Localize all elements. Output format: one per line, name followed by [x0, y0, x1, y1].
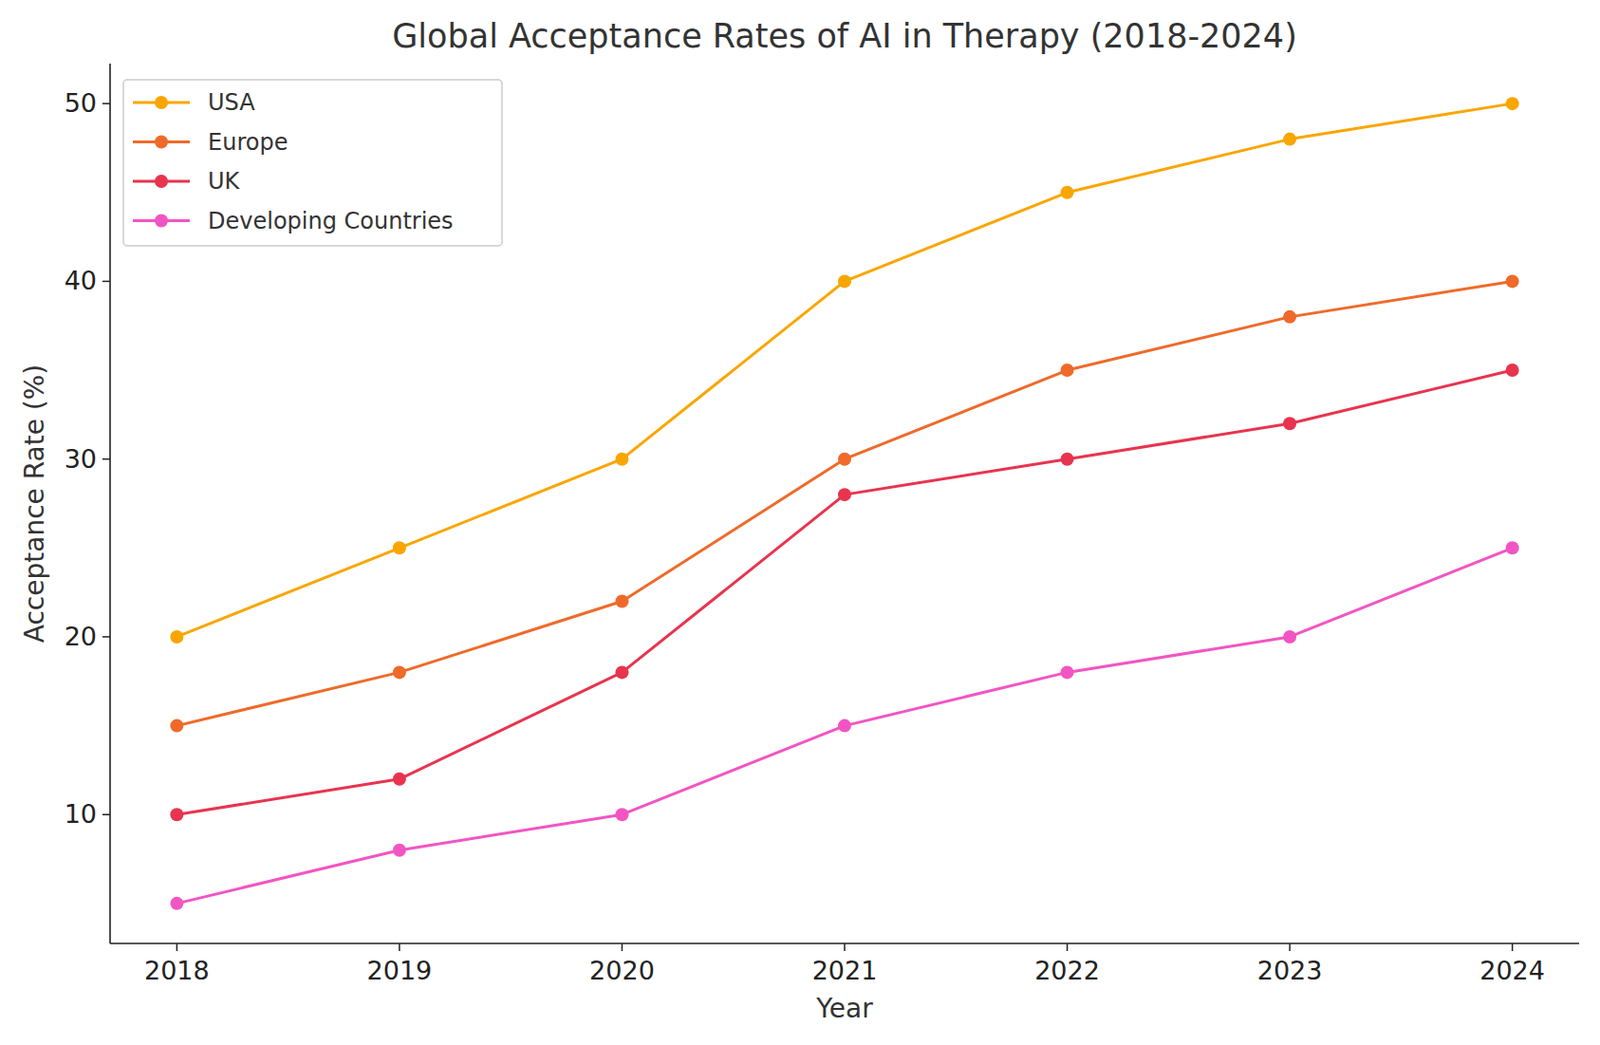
y-axis-line: [109, 63, 112, 944]
title: Global Acceptance Rates of AI in Therapy…: [391, 17, 1298, 56]
legend-label: UK: [207, 167, 242, 195]
series-line: [176, 370, 1512, 815]
y-tick: [102, 813, 111, 816]
data-point: [614, 665, 629, 679]
legend-marker: [154, 95, 168, 110]
legend-label: USA: [207, 89, 256, 116]
data-point: [1060, 452, 1075, 466]
data-point: [392, 843, 407, 857]
x-tick-label: 2023: [1257, 955, 1323, 986]
x-tick: [1511, 943, 1514, 951]
y-tick: [102, 102, 111, 105]
series-line: [176, 547, 1512, 904]
data-point: [1506, 96, 1520, 111]
y-tick: [102, 635, 111, 638]
y-tick: [102, 280, 111, 283]
x-tick-label: 2018: [144, 955, 210, 986]
x-tick: [843, 943, 846, 951]
x-tick-label: 2019: [367, 955, 433, 986]
data-point: [1060, 363, 1075, 377]
data-point: [169, 807, 184, 821]
data-point: [1283, 310, 1297, 324]
data-point: [1060, 665, 1075, 679]
data-point: [1506, 363, 1520, 377]
data-point: [1283, 630, 1297, 644]
plot-area: [169, 96, 1519, 911]
legend-label: Europe: [207, 129, 288, 156]
data-point: [614, 452, 629, 466]
legend-marker: [154, 174, 168, 188]
x-tick: [176, 943, 179, 951]
legend-marker: [154, 214, 168, 228]
data-point: [614, 595, 629, 609]
x-tick: [398, 943, 401, 951]
data-point: [837, 452, 852, 466]
data-point: [1283, 132, 1297, 147]
x-tick-label: 2020: [589, 955, 655, 986]
data-point: [1060, 186, 1075, 200]
y-tick: [102, 458, 111, 461]
x-tick-label: 2024: [1479, 955, 1545, 986]
series-line: [176, 280, 1512, 726]
data-point: [392, 772, 407, 786]
x-tick: [621, 943, 624, 951]
legend-label: Developing Countries: [207, 207, 454, 235]
data-point: [169, 896, 184, 911]
data-point: [169, 630, 184, 644]
data-point: [837, 274, 852, 288]
data-point: [1506, 274, 1520, 288]
x-tick: [1066, 943, 1069, 951]
x-axis-line: [110, 942, 1580, 945]
legend: USA Europe UK Developing Countries: [123, 79, 503, 246]
data-point: [1506, 540, 1520, 555]
chart: Global Acceptance Rates of AI in Therapy…: [0, 0, 1600, 1045]
data-point: [392, 540, 407, 555]
y-axis-label: Acceptance Rate (%): [18, 364, 51, 643]
x-tick-label: 2022: [1034, 955, 1100, 986]
y-tick-label: 50: [64, 88, 97, 118]
y-tick-label: 10: [64, 799, 97, 829]
y-tick-label: 30: [64, 444, 97, 474]
y-tick-label: 20: [64, 621, 97, 652]
data-point: [614, 807, 629, 821]
data-point: [392, 665, 407, 679]
data-point: [169, 719, 184, 733]
x-tick-label: 2021: [812, 955, 878, 986]
legend-marker: [154, 135, 168, 149]
x-axis-label: Year: [815, 992, 874, 1024]
legend-frame: [123, 79, 503, 246]
y-tick-label: 40: [64, 265, 97, 296]
data-point: [837, 719, 852, 733]
data-point: [837, 487, 852, 502]
x-tick: [1288, 943, 1291, 951]
data-point: [1283, 416, 1297, 430]
